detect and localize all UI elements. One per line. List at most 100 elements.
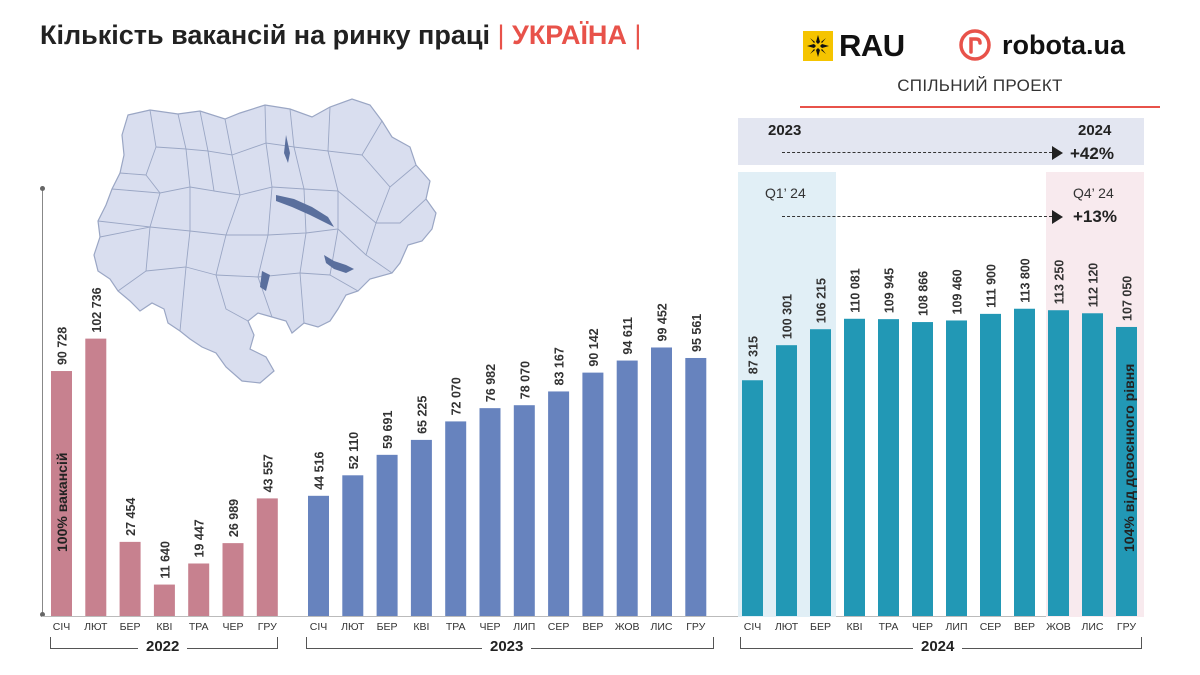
bar-2022-5 xyxy=(188,563,210,616)
month-label-2024-8: СЕР xyxy=(980,621,1002,633)
rau-star-icon xyxy=(803,31,833,61)
annual-change-percent: +42% xyxy=(1070,144,1114,163)
bar-2024-2 xyxy=(776,345,797,616)
month-label-2022-7: ГРУ xyxy=(258,621,277,633)
value-label-2024-10: 113 250 xyxy=(1053,260,1067,305)
bar-2023-6 xyxy=(479,408,501,616)
month-label-2023-9: ВЕР xyxy=(582,621,603,633)
month-label-2024-3: БЕР xyxy=(810,621,831,633)
quarter-change-percent: +13% xyxy=(1073,207,1117,226)
month-label-2022-4: КВІ xyxy=(156,621,172,633)
bar-2022-6 xyxy=(222,543,244,616)
bar-2023-11 xyxy=(651,347,672,616)
ukraine-map-outline xyxy=(93,98,437,384)
value-label-2024-12: 107 050 xyxy=(1121,276,1135,321)
month-label-2024-9: ВЕР xyxy=(1014,621,1035,633)
value-label-2023-6: 76 982 xyxy=(484,364,498,402)
joint-project-label: СПІЛЬНИЙ ПРОЕКТ xyxy=(897,76,1063,95)
bar-2024-9 xyxy=(1014,308,1035,616)
bar-2023-5 xyxy=(445,421,467,616)
bar-2022-3 xyxy=(119,541,141,616)
bar-2022-7 xyxy=(256,498,278,616)
bar-2023-7 xyxy=(513,405,535,616)
value-label-2024-3: 106 215 xyxy=(815,278,829,323)
month-label-2024-6: ЧЕР xyxy=(912,621,933,633)
title-separator-left: | xyxy=(497,20,505,50)
value-label-2024-11: 112 120 xyxy=(1087,263,1101,308)
annual-comparison-panel xyxy=(738,118,1144,165)
value-label-2022-3: 27 454 xyxy=(124,498,138,536)
ukraine-map-water xyxy=(260,135,354,291)
value-label-2024-7: 109 460 xyxy=(951,269,965,314)
month-label-2022-6: ЧЕР xyxy=(222,621,243,633)
joint-project-underline xyxy=(800,106,1160,108)
month-label-2022-3: БЕР xyxy=(120,621,141,633)
value-label-2023-11: 99 452 xyxy=(656,303,670,341)
month-label-2024-2: ЛЮТ xyxy=(775,621,799,633)
x-axis-baseline xyxy=(42,616,1144,617)
robota-r-icon xyxy=(959,29,991,61)
month-label-2023-11: ЛИС xyxy=(650,621,672,633)
month-label-2022-2: ЛЮТ xyxy=(84,621,108,633)
month-label-2024-1: СІЧ xyxy=(744,621,762,633)
value-label-2023-2: 52 110 xyxy=(347,432,361,470)
page-title: Кількість вакансій на ринку праці | УКРА… xyxy=(40,20,641,51)
bar-2023-2 xyxy=(342,475,364,616)
value-label-2023-8: 83 167 xyxy=(553,347,567,385)
value-label-2023-9: 90 142 xyxy=(587,328,601,366)
month-label-2024-4: КВІ xyxy=(846,621,862,633)
bar-2024-4 xyxy=(844,318,865,616)
bar-2024-1 xyxy=(742,380,763,616)
title-country: УКРАЇНА xyxy=(512,20,627,50)
bar-2024-8 xyxy=(980,313,1001,616)
value-label-2022-2: 102 736 xyxy=(90,287,104,332)
bar-2024-6 xyxy=(912,322,933,616)
value-label-2023-3: 59 691 xyxy=(381,411,395,449)
month-label-2024-7: ЛИП xyxy=(946,621,968,633)
bar-2024-12 xyxy=(1116,326,1137,616)
bar-2023-3 xyxy=(376,454,398,616)
bar-2024-5 xyxy=(878,319,899,616)
month-label-2023-1: СІЧ xyxy=(310,621,328,633)
value-label-2023-12: 95 561 xyxy=(690,314,704,352)
bar-2023-4 xyxy=(410,439,432,616)
title-separator-right: | xyxy=(634,20,642,50)
month-label-2022-1: СІЧ xyxy=(53,621,71,633)
bar-2022-2 xyxy=(85,338,107,616)
value-label-2022-4: 11 640 xyxy=(158,541,172,579)
ukraine-map xyxy=(93,98,437,384)
value-label-2024-6: 108 866 xyxy=(917,271,931,316)
y-axis-line xyxy=(42,188,43,614)
comparison-to-year: 2024 xyxy=(1078,122,1112,139)
ukraine-map-regions xyxy=(97,104,427,332)
month-label-2024-12: ГРУ xyxy=(1117,621,1136,633)
year-label-2023: 2023 xyxy=(482,638,532,655)
value-label-2023-7: 78 070 xyxy=(518,361,532,399)
month-label-2023-8: СЕР xyxy=(548,621,570,633)
year-label-2022: 2022 xyxy=(138,638,188,655)
robota-logo-text: robota.ua xyxy=(1002,29,1126,60)
title-main: Кількість вакансій на ринку праці xyxy=(40,20,490,50)
bar-2023-12 xyxy=(685,357,707,616)
quarter-comparison-arrow-line xyxy=(782,216,1052,217)
value-label-2022-5: 19 447 xyxy=(193,519,207,557)
month-label-2023-12: ГРУ xyxy=(686,621,705,633)
bar-2024-3 xyxy=(810,329,831,616)
annual-comparison-arrow-line xyxy=(782,152,1052,153)
month-label-2023-10: ЖОВ xyxy=(615,621,640,633)
month-label-2022-5: ТРА xyxy=(189,621,209,633)
value-label-2023-1: 44 516 xyxy=(313,452,327,490)
note-100-percent: 100% вакансій xyxy=(54,452,70,552)
y-axis-bottom-marker xyxy=(40,612,45,617)
value-label-2023-4: 65 225 xyxy=(415,396,429,434)
bar-2023-1 xyxy=(308,495,329,616)
value-label-2022-7: 43 557 xyxy=(261,454,275,492)
value-label-2024-5: 109 945 xyxy=(883,268,897,313)
value-label-2022-6: 26 989 xyxy=(227,499,241,537)
value-label-2024-2: 100 301 xyxy=(781,294,795,339)
note-104-percent-prewar: 104% від довоєнного рівня xyxy=(1121,363,1137,552)
quarter-comparison-arrowhead-icon xyxy=(1052,210,1063,224)
month-label-2024-11: ЛИС xyxy=(1081,621,1103,633)
month-label-2024-5: ТРА xyxy=(879,621,899,633)
bar-2024-11 xyxy=(1082,313,1103,616)
